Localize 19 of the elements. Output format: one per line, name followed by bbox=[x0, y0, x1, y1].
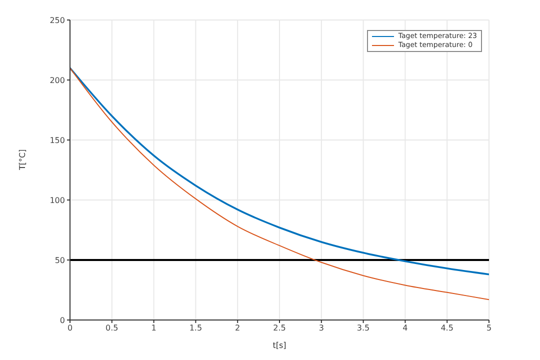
x-tick-label: 3 bbox=[318, 324, 324, 333]
x-tick-label: 2.5 bbox=[273, 324, 286, 333]
x-tick-label: 0.5 bbox=[106, 324, 118, 333]
x-axis-title: t[s] bbox=[272, 341, 286, 350]
y-tick-label: 150 bbox=[50, 136, 65, 145]
y-tick-label: 100 bbox=[50, 196, 65, 205]
y-tick-label: 0 bbox=[60, 316, 65, 325]
x-tick-label: 4.5 bbox=[440, 324, 454, 333]
y-tick-label: 250 bbox=[50, 16, 65, 25]
x-tick-label: 3.5 bbox=[356, 324, 370, 333]
y-tick-label: 50 bbox=[54, 256, 65, 265]
x-tick-label: 5 bbox=[486, 324, 492, 333]
x-tick-label: 0 bbox=[67, 324, 73, 333]
y-axis-title: T[°C] bbox=[18, 149, 27, 171]
x-tick-label: 4 bbox=[402, 324, 408, 333]
x-tick-label: 1 bbox=[151, 324, 156, 333]
x-tick-label: 1.5 bbox=[189, 324, 202, 333]
y-tick-label: 200 bbox=[50, 76, 65, 85]
x-tick-label: 2 bbox=[235, 324, 240, 333]
